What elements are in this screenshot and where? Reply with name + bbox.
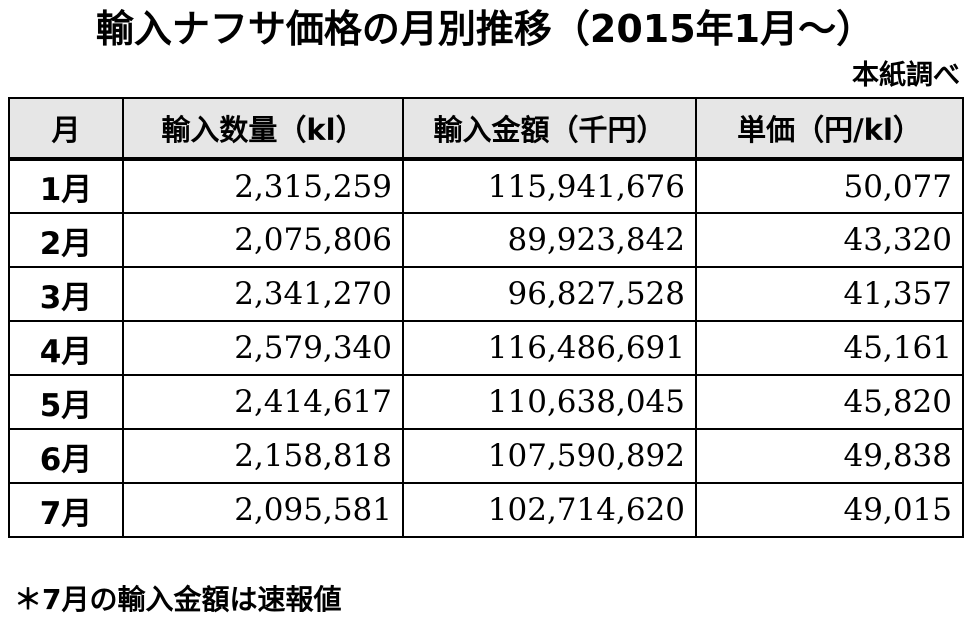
table-row: 1月 2,315,259 115,941,676 50,077 bbox=[8, 157, 964, 214]
amount-cell: 115,941,676 bbox=[402, 157, 697, 214]
quantity-cell: 2,315,259 bbox=[122, 157, 404, 214]
unit-price-cell: 45,820 bbox=[695, 374, 964, 430]
month-cell: 5月 bbox=[8, 374, 124, 430]
source-label: 本紙調べ bbox=[852, 60, 960, 91]
amount-cell: 107,590,892 bbox=[402, 428, 697, 484]
table-row: 2月 2,075,806 89,923,842 43,320 bbox=[8, 212, 964, 268]
table-row: 4月 2,579,340 116,486,691 45,161 bbox=[8, 320, 964, 376]
month-cell: 4月 bbox=[8, 320, 124, 376]
amount-cell: 102,714,620 bbox=[402, 482, 697, 538]
naphtha-price-table: 月 輸入数量（kl） 輸入金額（千円） 単価（円/kl） 1月 2,315,25… bbox=[8, 97, 964, 538]
header-unit-price: 単価（円/kl） bbox=[695, 97, 964, 160]
unit-price-cell: 50,077 bbox=[695, 157, 964, 214]
footnote: ＊7月の輸入金額は速報値 bbox=[14, 583, 342, 616]
quantity-cell: 2,075,806 bbox=[122, 212, 404, 268]
quantity-cell: 2,579,340 bbox=[122, 320, 404, 376]
header-month: 月 bbox=[8, 97, 124, 160]
month-cell: 7月 bbox=[8, 482, 124, 538]
amount-cell: 110,638,045 bbox=[402, 374, 697, 430]
month-cell: 2月 bbox=[8, 212, 124, 268]
table-row: 5月 2,414,617 110,638,045 45,820 bbox=[8, 374, 964, 430]
unit-price-cell: 45,161 bbox=[695, 320, 964, 376]
page-title: 輸入ナフサ価格の月別推移（2015年1月～） bbox=[95, 7, 875, 51]
header-quantity: 輸入数量（kl） bbox=[122, 97, 404, 160]
quantity-cell: 2,095,581 bbox=[122, 482, 404, 538]
unit-price-cell: 43,320 bbox=[695, 212, 964, 268]
month-cell: 3月 bbox=[8, 266, 124, 322]
unit-price-cell: 41,357 bbox=[695, 266, 964, 322]
unit-price-cell: 49,015 bbox=[695, 482, 964, 538]
table-row: 7月 2,095,581 102,714,620 49,015 bbox=[8, 482, 964, 538]
unit-price-cell: 49,838 bbox=[695, 428, 964, 484]
amount-cell: 96,827,528 bbox=[402, 266, 697, 322]
month-cell: 6月 bbox=[8, 428, 124, 484]
amount-cell: 116,486,691 bbox=[402, 320, 697, 376]
amount-cell: 89,923,842 bbox=[402, 212, 697, 268]
quantity-cell: 2,341,270 bbox=[122, 266, 404, 322]
quantity-cell: 2,158,818 bbox=[122, 428, 404, 484]
table-header-row: 月 輸入数量（kl） 輸入金額（千円） 単価（円/kl） bbox=[8, 97, 964, 160]
month-cell: 1月 bbox=[8, 157, 124, 214]
header-amount: 輸入金額（千円） bbox=[402, 97, 697, 160]
table-row: 3月 2,341,270 96,827,528 41,357 bbox=[8, 266, 964, 322]
table-row: 6月 2,158,818 107,590,892 49,838 bbox=[8, 428, 964, 484]
quantity-cell: 2,414,617 bbox=[122, 374, 404, 430]
